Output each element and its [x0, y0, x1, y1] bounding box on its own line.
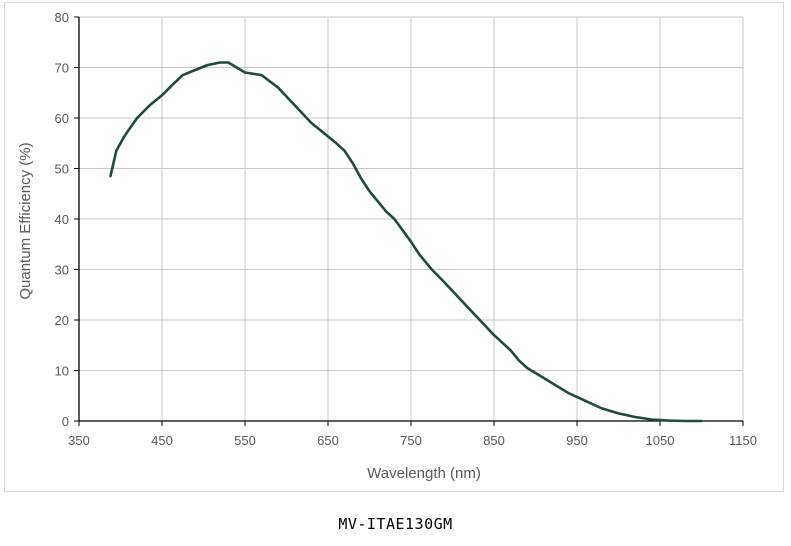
- y-axis-title: Quantum Efficiency (%): [17, 142, 34, 299]
- x-tick-label: 1150: [729, 433, 757, 448]
- x-axis-title: Wavelength (nm): [367, 465, 481, 482]
- y-tick-label: 10: [55, 364, 69, 379]
- x-tick-label: 1050: [646, 433, 675, 448]
- quantum-efficiency-chart: 350 450 550 650 750 850 950 1050 1150 0 10 20 30 40 50…: [17, 10, 757, 482]
- chart-caption: MV-ITAE130GM: [338, 515, 453, 533]
- quantum-efficiency-line: [109, 61, 703, 423]
- y-tick-label: 80: [55, 10, 69, 25]
- y-tick-label: 20: [55, 313, 69, 328]
- y-tick-label: 0: [62, 414, 69, 429]
- x-tick-label: 750: [400, 433, 422, 448]
- x-tick-label: 650: [317, 433, 339, 448]
- x-tick-label: 850: [483, 433, 505, 448]
- grid: [79, 16, 744, 421]
- y-tick-label: 60: [55, 111, 69, 126]
- chart-frame: 350 450 550 650 750 850 950 1050 1150 0 10 20 30 40 50…: [4, 2, 784, 492]
- y-tick-label: 70: [55, 61, 69, 76]
- y-tick-label: 50: [55, 162, 69, 177]
- tick-labels: 350 450 550 650 750 850 950 1050 1150 0 10 20 30 40 50…: [55, 10, 757, 448]
- series-layer: [109, 61, 703, 423]
- y-tick-label: 40: [55, 212, 69, 227]
- y-tick-label: 30: [55, 263, 69, 278]
- x-tick-label: 350: [68, 433, 90, 448]
- x-tick-label: 450: [151, 433, 173, 448]
- x-tick-label: 950: [566, 433, 588, 448]
- axes: [74, 16, 744, 426]
- x-tick-label: 550: [234, 433, 256, 448]
